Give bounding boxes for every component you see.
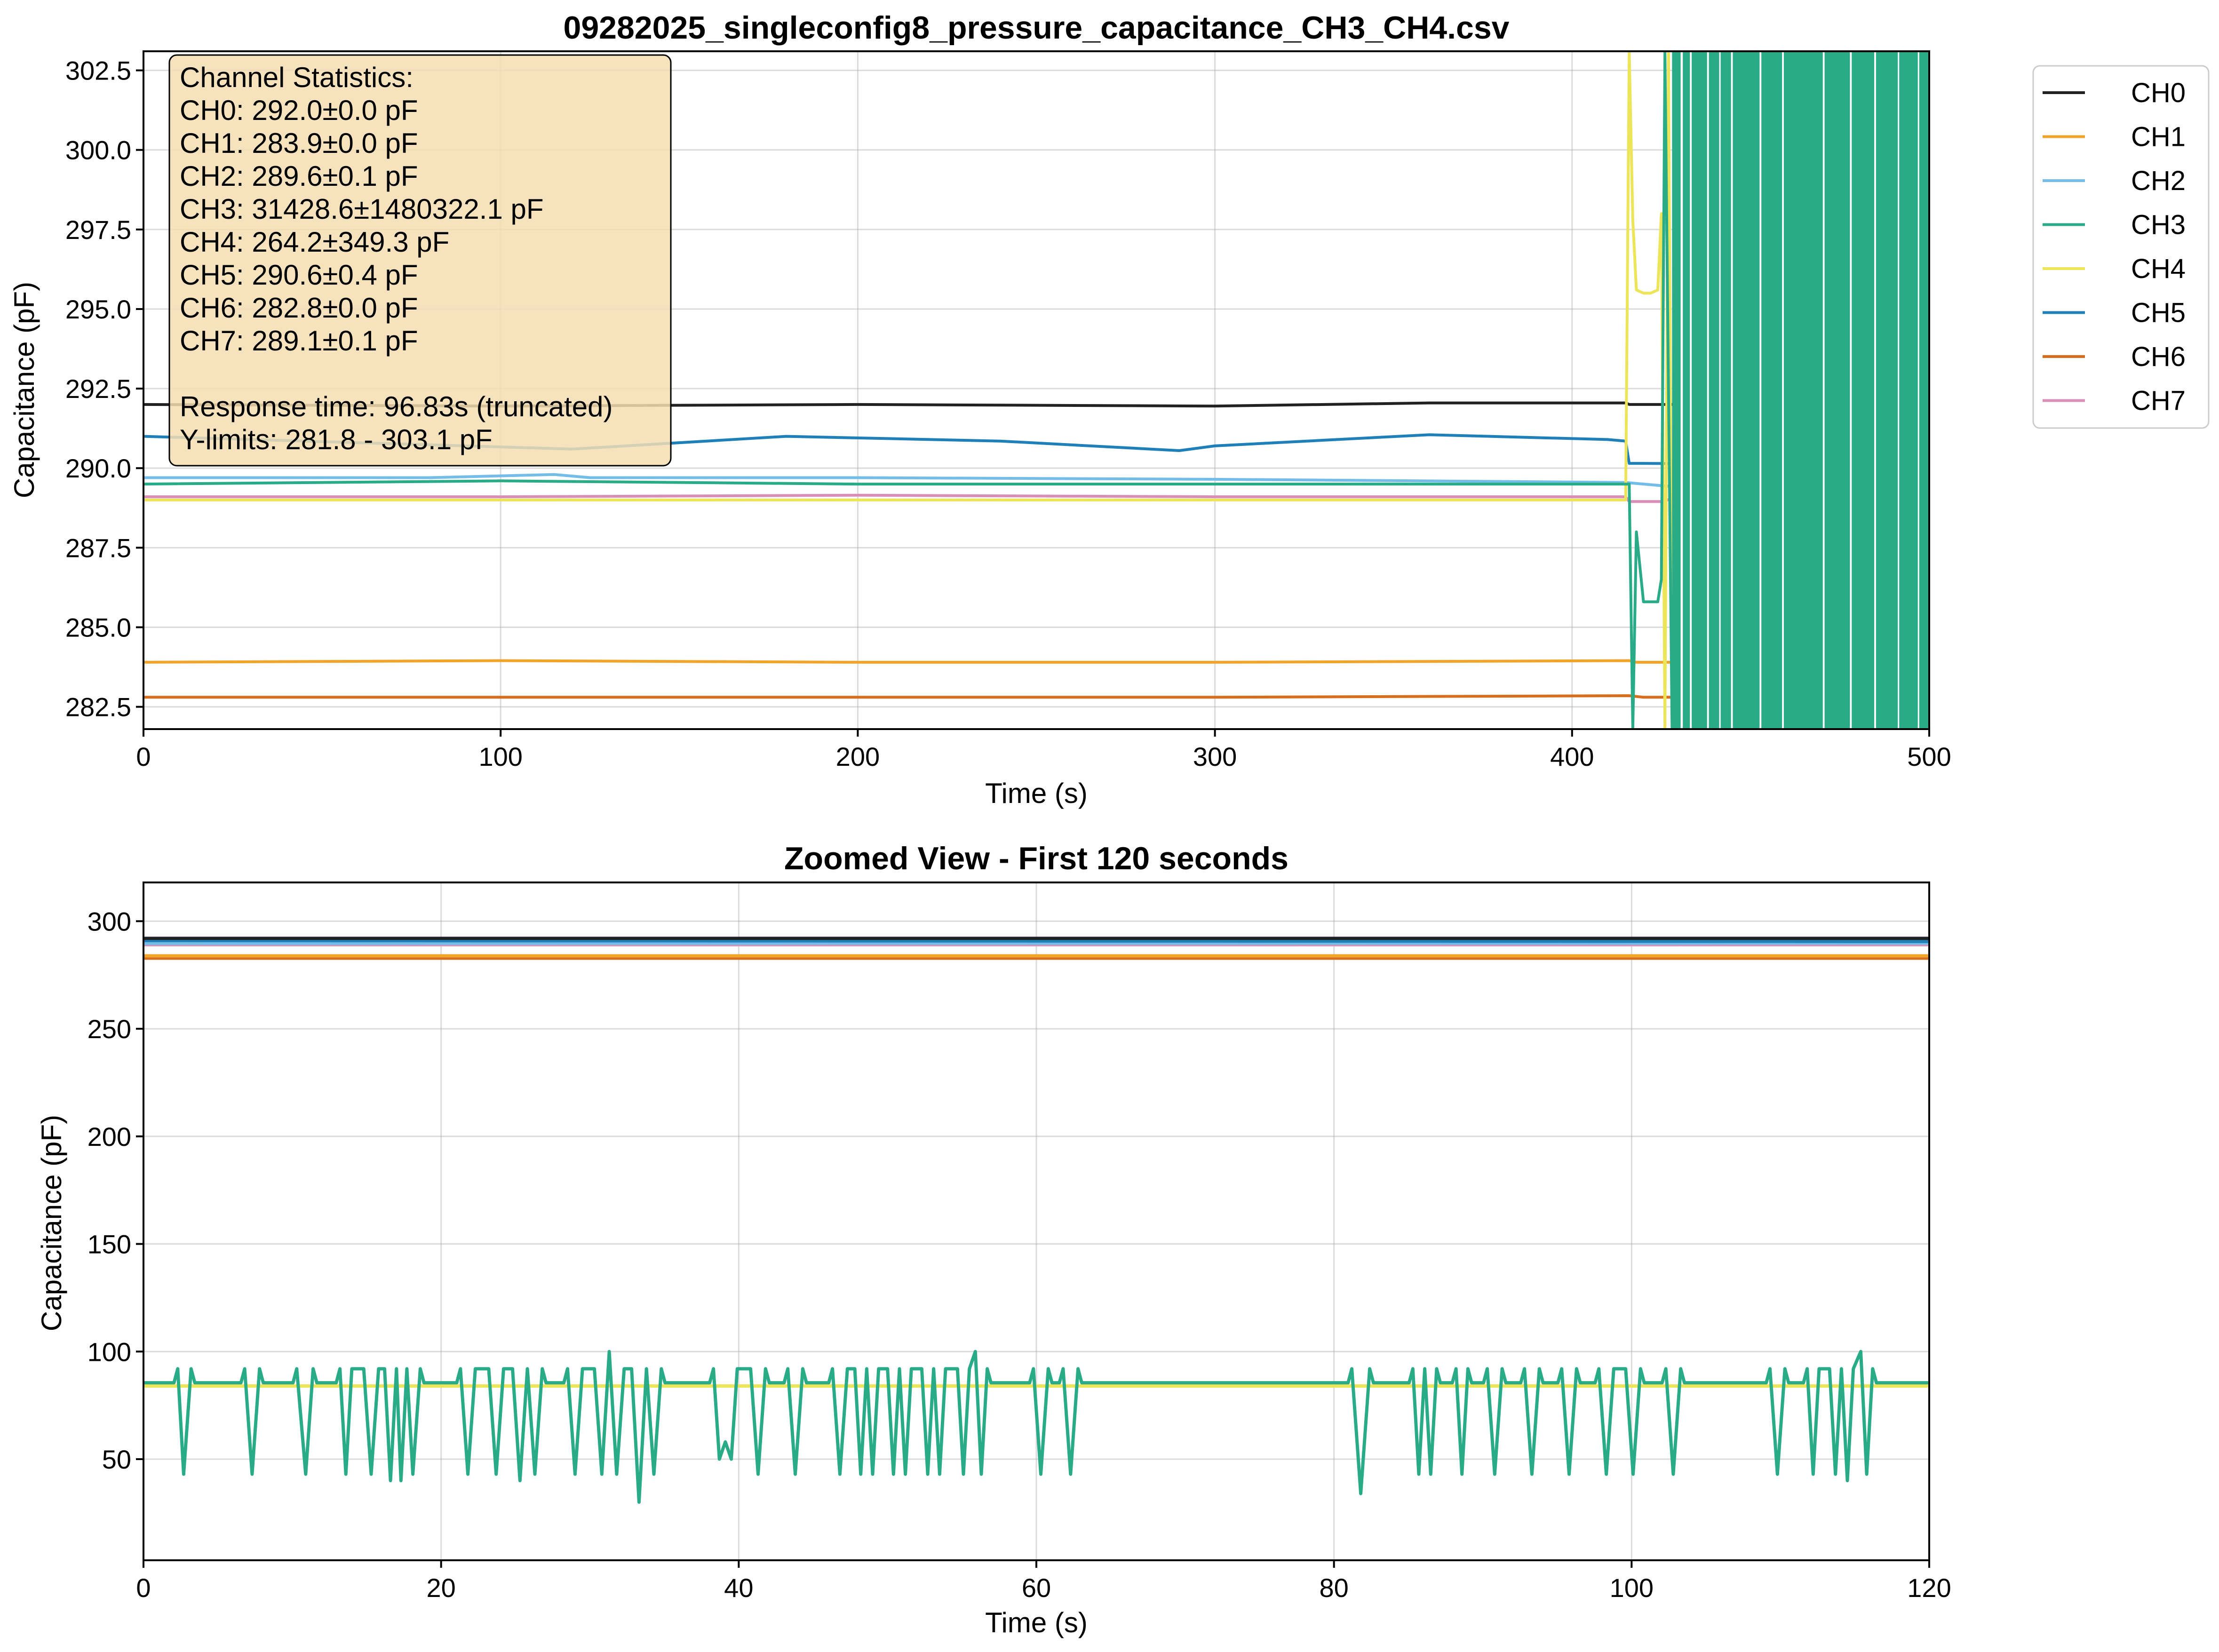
top-x-tick-label: 200 <box>836 742 880 771</box>
top-series-ch3-gap <box>1917 51 1919 729</box>
top-series-ch1 <box>143 659 1929 664</box>
top-y-tick-label: 297.5 <box>65 215 131 245</box>
top-series-ch3-gap <box>1898 51 1900 729</box>
top-x-tick-label: 400 <box>1550 742 1594 771</box>
top-y-tick-label: 285.0 <box>65 613 131 643</box>
stats-line: Channel Statistics: <box>180 62 414 93</box>
top-series-ch6 <box>143 694 1929 699</box>
stats-line: CH4: 264.2±349.3 pF <box>180 226 449 258</box>
legend-label-ch4: CH4 <box>2131 254 2186 284</box>
legend-label-ch6: CH6 <box>2131 342 2186 372</box>
top-x-axis-label: Time (s) <box>985 778 1088 809</box>
bot-series-ch5 <box>143 939 1929 943</box>
top-y-tick-label: 302.5 <box>65 56 131 86</box>
bot-series-ch3 <box>143 1350 1929 1504</box>
bot-x-tick-label: 60 <box>1022 1573 1051 1603</box>
channel-statistics-box: Channel Statistics:CH0: 292.0±0.0 pFCH1:… <box>168 54 672 467</box>
legend-frame <box>2032 65 2210 429</box>
stats-line: CH1: 283.9±0.0 pF <box>180 127 418 159</box>
top-chart-title: 09282025_singleconfig8_pressure_capacita… <box>564 10 1510 46</box>
top-gridlines <box>143 51 1930 729</box>
top-axes-frame <box>143 50 1930 730</box>
top-ticks: 0 100 200 300 400 500 282.5 285.0 287.5 290.0 292.… <box>65 56 1951 771</box>
bot-y-tick-label: 50 <box>102 1445 131 1474</box>
legend-label-ch5: CH5 <box>2131 298 2186 328</box>
top-series-ch3 <box>143 51 1929 729</box>
top-series-ch3-gap <box>1731 51 1733 729</box>
top-x-tick-label: 100 <box>478 742 522 771</box>
top-y-tick-label: 300.0 <box>65 135 131 165</box>
bot-x-tick-label: 0 <box>136 1573 151 1603</box>
legend-label-ch7: CH7 <box>2131 386 2186 416</box>
stats-line: CH5: 290.6±0.4 pF <box>180 259 418 291</box>
top-series-ch3-gap <box>1680 51 1683 729</box>
top-series-ch3-gap <box>1782 51 1784 729</box>
stats-box-background <box>168 54 672 467</box>
top-y-axis-label: Capacitance (pF) <box>8 282 40 498</box>
bot-x-tick-label: 120 <box>1907 1573 1951 1603</box>
top-series-ch3-gap <box>1874 51 1876 729</box>
bot-y-tick-label: 300 <box>87 906 131 936</box>
bot-series-ch2 <box>143 941 1929 945</box>
stats-line: Response time: 96.83s (truncated) <box>180 391 612 422</box>
bottom-ticks: 0 20 40 60 80 100 120 50 100 150 200 250 300 <box>87 906 1951 1603</box>
legend-label-ch2: CH2 <box>2131 166 2186 196</box>
top-series-ch3-gap <box>1707 51 1709 729</box>
bottom-series-group <box>143 937 1929 1504</box>
bot-y-tick-label: 150 <box>87 1230 131 1259</box>
bot-y-tick-label: 200 <box>87 1122 131 1152</box>
stats-line: Y-limits: 281.8 - 303.1 pF <box>180 424 493 455</box>
top-series-ch3-gap <box>1759 51 1762 729</box>
legend: CH0 CH1 CH2 CH3 CH4 CH5 CH6 CH7 <box>2032 65 2210 429</box>
top-y-tick-label: 292.5 <box>65 374 131 404</box>
bot-x-tick-label: 20 <box>427 1573 456 1603</box>
legend-label-ch3: CH3 <box>2131 210 2186 240</box>
stats-line: CH3: 31428.6±1480322.1 pF <box>180 193 544 225</box>
top-series-group <box>143 51 1929 729</box>
legend-label-ch0: CH0 <box>2131 78 2186 108</box>
top-series-ch3-gap <box>1850 51 1852 729</box>
stats-line: CH2: 289.6±0.1 pF <box>180 160 418 192</box>
top-series-ch3-gap <box>1822 51 1825 729</box>
top-x-tick-label: 0 <box>136 742 151 771</box>
bot-y-tick-label: 100 <box>87 1337 131 1366</box>
top-series-ch3-gap <box>1719 51 1721 729</box>
top-y-tick-label: 290.0 <box>65 453 131 483</box>
top-series-ch3-dense-region <box>1672 51 1929 729</box>
bot-x-tick-label: 100 <box>1610 1573 1654 1603</box>
stats-line: CH7: 289.1±0.1 pF <box>180 325 418 357</box>
bottom-y-axis-label: Capacitance (pF) <box>36 1115 67 1331</box>
bot-x-tick-label: 40 <box>724 1573 753 1603</box>
stats-line: CH0: 292.0±0.0 pF <box>180 95 418 126</box>
bot-y-tick-label: 250 <box>87 1014 131 1044</box>
bottom-chart-title: Zoomed View - First 120 seconds <box>784 841 1288 876</box>
bot-x-tick-label: 80 <box>1320 1573 1349 1603</box>
top-y-tick-label: 282.5 <box>65 692 131 722</box>
top-y-tick-label: 287.5 <box>65 533 131 563</box>
top-series-ch3-gap <box>1690 51 1692 729</box>
top-x-tick-label: 500 <box>1907 742 1951 771</box>
legend-label-ch1: CH1 <box>2131 122 2186 152</box>
top-x-tick-label: 300 <box>1193 742 1237 771</box>
top-y-tick-label: 295.0 <box>65 294 131 324</box>
stats-line: CH6: 282.8±0.0 pF <box>180 292 418 324</box>
bottom-x-axis-label: Time (s) <box>985 1607 1088 1638</box>
